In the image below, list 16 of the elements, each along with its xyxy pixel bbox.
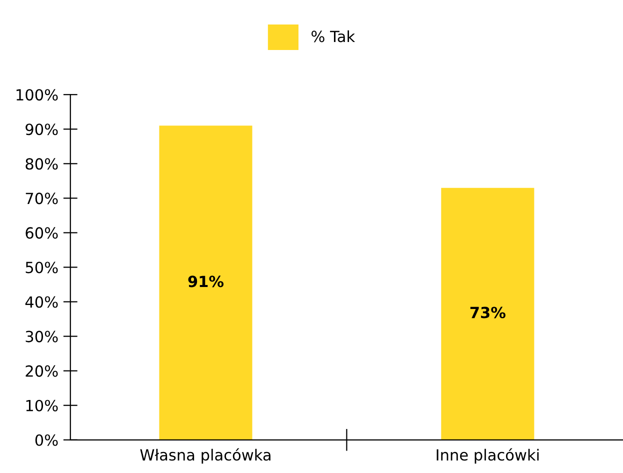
y-tick-label: 0% <box>35 434 58 446</box>
y-tick-label: 100% <box>16 89 58 101</box>
y-tick-label: 20% <box>26 365 58 377</box>
x-tick-label: Własna placówka <box>140 448 270 464</box>
y-tick-label: 30% <box>26 330 58 342</box>
data-label: 91% <box>188 276 224 288</box>
y-tick-label: 70% <box>26 192 58 204</box>
x-tick-label: Inne placówki <box>436 448 539 464</box>
y-tick-label: 50% <box>26 262 58 274</box>
legend-label: % Tak <box>312 30 356 42</box>
y-tick-label: 90% <box>26 124 58 136</box>
y-tick-label: 10% <box>26 400 58 412</box>
y-tick-label: 60% <box>26 227 58 239</box>
y-tick-label: 80% <box>26 158 58 170</box>
y-tick-label: 40% <box>25 296 58 308</box>
data-label: 73% <box>470 306 506 318</box>
